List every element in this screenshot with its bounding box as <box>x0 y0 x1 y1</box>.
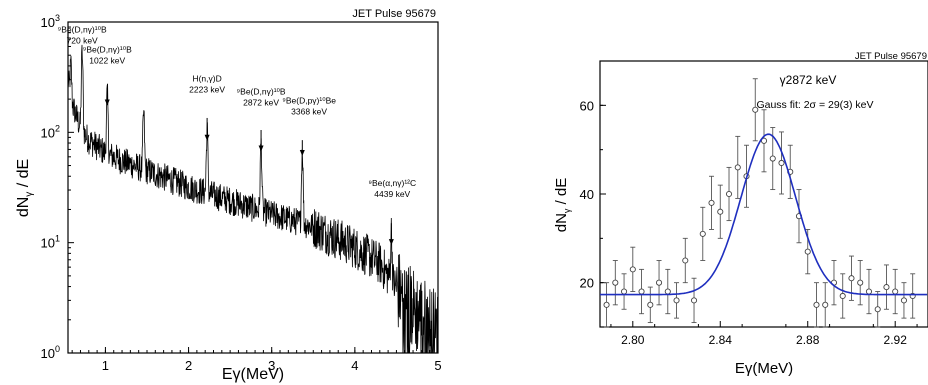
right-y-tick-label: 60 <box>580 98 594 113</box>
right-data-point <box>734 164 741 171</box>
left-spectrum-chart: JET Pulse 95679 1 2 3 4 5 100 101 102 103 ⁹Be(D,… <box>15 8 442 383</box>
right-data-point <box>682 257 689 264</box>
right-gauss-fit-line <box>600 133 928 296</box>
left-y-label-sub: γ <box>24 192 35 197</box>
left-annotation-energy: 2872 keV <box>243 98 279 108</box>
left-x-axis-label: Eγ(MeV) <box>222 366 284 383</box>
right-data-point <box>813 301 820 308</box>
left-spectrum-series <box>67 44 439 354</box>
right-data-point <box>717 208 724 215</box>
right-axis-ticks: 2.80 2.84 2.88 2.92 20 40 60 <box>580 60 918 347</box>
right-data-point <box>804 248 811 255</box>
left-y-label-tail: / dE <box>15 159 32 192</box>
right-data-point <box>673 297 680 304</box>
right-data-point <box>638 288 645 295</box>
right-data-point <box>612 279 619 286</box>
right-data-point <box>839 292 846 300</box>
right-data-point <box>629 266 636 273</box>
right-data-point <box>708 199 715 206</box>
right-data-point <box>865 288 873 295</box>
left-x-tick-label: 5 <box>434 358 441 373</box>
right-fit-label: Gauss fit: 2σ = 29(3) keV <box>756 99 873 111</box>
right-data-point <box>848 275 855 282</box>
left-x-tick-label: 1 <box>102 358 109 373</box>
right-y-label-sub: γ <box>562 208 572 213</box>
left-y-tick-label: 101 <box>41 234 60 251</box>
right-y-axis-label: dNγ / dE <box>553 178 572 233</box>
right-data-point <box>883 284 890 291</box>
right-peak-label: γ2872 keV <box>780 73 837 87</box>
right-y-tick-label: 20 <box>580 276 594 291</box>
right-x-tick-label: 2.88 <box>796 333 820 347</box>
right-data-point <box>769 155 776 162</box>
left-annotation-arrowhead <box>258 145 264 152</box>
right-y-label-tail: / dE <box>553 178 570 209</box>
left-annotation-arrowhead <box>104 99 110 106</box>
left-annotation-energy: 720 keV <box>67 35 99 45</box>
left-x-tick-label: 4 <box>351 358 358 373</box>
left-annotation-energy: 1022 keV <box>89 56 125 66</box>
left-x-tick-label: 2 <box>185 358 192 373</box>
right-data-point <box>655 279 663 286</box>
right-data-point <box>892 288 899 295</box>
left-annotation-arrowhead <box>299 150 305 157</box>
right-data-point <box>752 106 759 113</box>
right-y-label-main: dN <box>553 213 570 232</box>
right-gauss-fit <box>600 133 928 296</box>
right-data-point <box>778 159 785 167</box>
left-annotation-reaction: ⁹Be(α,nγ)¹²C <box>368 178 416 188</box>
right-data-point <box>699 230 706 237</box>
left-annotation-energy: 3368 keV <box>291 107 327 117</box>
right-data-point <box>603 301 610 308</box>
left-annotation-energy: 4439 keV <box>374 189 410 199</box>
left-y-axis-label: dNγ / dE <box>15 159 35 217</box>
right-data-point <box>647 301 654 308</box>
left-annotation-reaction: H(n,γ)D <box>192 73 221 83</box>
right-x-tick-label: 2.80 <box>621 333 645 347</box>
left-pulse-label: JET Pulse 95679 <box>352 8 436 20</box>
left-spectrum-line <box>67 44 439 354</box>
left-x-tick-label: 3 <box>268 358 275 373</box>
right-peak-chart: JET Pulse 95679 γ2872 keV Gauss fit: 2σ … <box>553 51 928 377</box>
right-data-point <box>900 297 907 304</box>
left-y-tick-label: 102 <box>41 123 60 140</box>
right-data-point <box>822 301 829 308</box>
left-annotation-energy: 2223 keV <box>189 84 225 94</box>
right-data-point <box>664 288 671 295</box>
right-data-points <box>603 78 916 328</box>
right-x-tick-label: 2.92 <box>884 333 908 347</box>
left-annotation-reaction: ⁹Be(D,nγ)¹⁰B <box>83 45 132 55</box>
left-y-tick-label: 100 <box>41 344 60 361</box>
right-x-axis-label: Eγ(MeV) <box>735 360 793 377</box>
left-plot-frame <box>67 21 439 354</box>
right-x-tick-label: 2.84 <box>709 333 733 347</box>
left-annotation-reaction: ⁹Be(D,nγ)¹⁰B <box>237 87 286 97</box>
right-pulse-label: JET Pulse 95679 <box>855 51 927 62</box>
left-y-label-main: dN <box>15 197 32 217</box>
left-y-tick-label: 103 <box>41 13 60 30</box>
right-data-point <box>857 279 864 286</box>
right-data-point <box>874 306 881 313</box>
right-data-point <box>725 190 733 198</box>
right-data-point <box>690 297 698 304</box>
right-data-point <box>621 288 628 295</box>
right-data-point <box>760 137 768 144</box>
left-annotation-arrowhead <box>204 134 210 141</box>
left-annotation-arrowhead <box>388 239 394 246</box>
left-annotation-reaction: ⁹Be(D,pγ)¹⁰Be <box>282 96 336 106</box>
left-axis-ticks: 1 2 3 4 5 100 101 102 103 <box>41 13 442 373</box>
left-annotation-reaction: ⁹Be(D,nγ)¹⁰B <box>58 24 107 34</box>
right-y-tick-label: 40 <box>580 187 594 202</box>
